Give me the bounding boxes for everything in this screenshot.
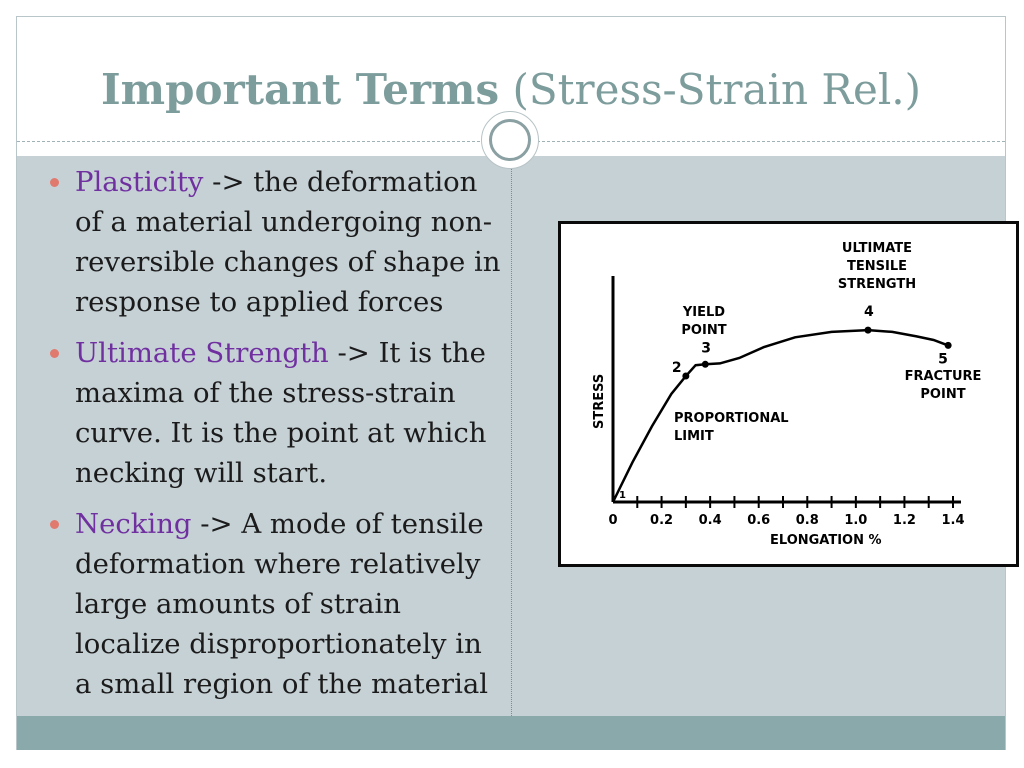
circle-ring-icon bbox=[489, 119, 531, 161]
annotation-line: FRACTURE bbox=[905, 369, 982, 384]
annotation-yield: YIELD POINT bbox=[681, 305, 726, 338]
x-minor-ticks bbox=[636, 496, 954, 508]
definition-text: -> the deformation bbox=[203, 166, 478, 198]
annotation-line: POINT bbox=[920, 387, 965, 402]
definition-text: a small region of the material bbox=[75, 668, 489, 700]
annotation-line: POINT bbox=[681, 323, 726, 338]
curve-point-label: 2 bbox=[672, 360, 682, 376]
definition-text: maxima of the stress-strain bbox=[75, 377, 456, 409]
definition-text: necking will start. bbox=[75, 457, 328, 489]
curve-points: 1 2 3 4 5 bbox=[619, 304, 952, 501]
annotation-proportional: PROPORTIONAL LIMIT bbox=[674, 411, 789, 444]
x-tick-label: 1.4 bbox=[941, 513, 964, 528]
curve-point-label: 1 bbox=[619, 490, 626, 501]
chart-axes bbox=[611, 276, 961, 504]
bullet-dot-icon bbox=[50, 520, 59, 529]
bullet-ultimate-strength: Ultimate Strength -> It is the maxima of… bbox=[47, 333, 527, 493]
annotation-line: PROPORTIONAL bbox=[674, 411, 789, 426]
definition-text: -> A mode of tensile bbox=[191, 508, 484, 540]
annotation-line: TENSILE bbox=[847, 259, 907, 274]
x-axis-label: ELONGATION % bbox=[770, 533, 882, 548]
term-label: Ultimate Strength bbox=[75, 337, 329, 369]
bullet-line: Necking -> A mode of tensile bbox=[75, 504, 527, 544]
x-tick-label: 0 bbox=[608, 513, 617, 528]
annotation-line: YIELD bbox=[682, 305, 725, 320]
x-tick-label: 0.8 bbox=[796, 513, 819, 528]
definition-text: -> It is the bbox=[328, 337, 486, 369]
slide-title: Important Terms (Stress-Strain Rel.) bbox=[17, 65, 1005, 114]
stress-strain-figure: 0 0.2 0.4 0.6 0.8 1.0 1.2 1.4 1 2 3 4 5 ELONGATION … bbox=[558, 221, 1019, 567]
annotation-fracture: FRACTURE POINT bbox=[905, 369, 982, 402]
slide-title-subtitle: (Stress-Strain Rel.) bbox=[499, 65, 921, 114]
curve-point-marker bbox=[682, 372, 690, 380]
term-label: Plasticity bbox=[75, 166, 204, 198]
stress-strain-chart: 0 0.2 0.4 0.6 0.8 1.0 1.2 1.4 1 2 3 4 5 ELONGATION … bbox=[592, 241, 982, 548]
definition-text: of a material undergoing non- bbox=[75, 206, 493, 238]
slide-title-main: Important Terms bbox=[100, 65, 500, 114]
curve-point-marker bbox=[701, 360, 709, 368]
bullet-dot-icon bbox=[50, 178, 59, 187]
column-guide bbox=[511, 156, 512, 716]
bullet-dot-icon bbox=[50, 349, 59, 358]
bullet-line: Ultimate Strength -> It is the bbox=[75, 333, 527, 373]
x-tick-labels: 0 0.2 0.4 0.6 0.8 1.0 1.2 1.4 bbox=[608, 513, 964, 528]
curve-point-label: 5 bbox=[938, 351, 948, 367]
annotation-line: ULTIMATE bbox=[842, 241, 912, 256]
x-tick-label: 1.2 bbox=[893, 513, 916, 528]
term-label: Necking bbox=[75, 508, 192, 540]
curve-point-label: 3 bbox=[701, 340, 711, 356]
curve-point-label: 4 bbox=[864, 304, 874, 320]
definition-text: reversible changes of shape in bbox=[75, 246, 501, 278]
stress-strain-curve bbox=[611, 328, 949, 503]
y-axis-label: STRESS bbox=[592, 374, 607, 429]
x-tick-label: 0.2 bbox=[650, 513, 673, 528]
bullet-list: Plasticity -> the deformation of a mater… bbox=[47, 162, 527, 715]
definition-text: large amounts of strain bbox=[75, 588, 401, 620]
footer-band bbox=[17, 716, 1005, 750]
annotation-ultimate: ULTIMATE TENSILE STRENGTH bbox=[838, 241, 916, 292]
definition-text: response to applied forces bbox=[75, 286, 444, 318]
x-tick-label: 1.0 bbox=[844, 513, 867, 528]
circle-ornament-icon bbox=[481, 111, 539, 169]
definition-text: deformation where relatively bbox=[75, 548, 481, 580]
annotation-line: LIMIT bbox=[674, 429, 714, 444]
curve-point-marker bbox=[944, 341, 952, 349]
x-tick-label: 0.4 bbox=[699, 513, 722, 528]
bullet-plasticity: Plasticity -> the deformation of a mater… bbox=[47, 162, 527, 322]
annotation-line: STRENGTH bbox=[838, 277, 916, 292]
bullet-necking: Necking -> A mode of tensile deformation… bbox=[47, 504, 527, 704]
definition-text: curve. It is the point at which bbox=[75, 417, 487, 449]
definition-text: localize disproportionately in bbox=[75, 628, 482, 660]
bullet-line: Plasticity -> the deformation bbox=[75, 162, 527, 202]
x-tick-label: 0.6 bbox=[747, 513, 770, 528]
curve-point-marker bbox=[864, 326, 872, 334]
